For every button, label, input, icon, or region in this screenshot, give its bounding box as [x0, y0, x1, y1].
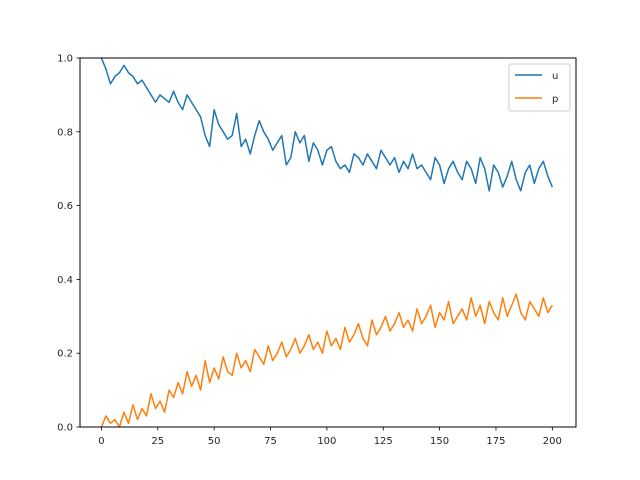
x-tick-label: 100 — [317, 436, 336, 447]
x-tick-label: 25 — [151, 436, 164, 447]
y-tick-label: 0.6 — [57, 201, 73, 212]
legend-label-u: u — [552, 71, 558, 82]
y-axis: 0.0 0.2 0.4 0.6 0.8 1.0 — [57, 54, 80, 434]
x-tick-label: 175 — [486, 436, 505, 447]
x-tick-label: 150 — [430, 436, 449, 447]
x-tick-label: 75 — [264, 436, 277, 447]
x-tick-label: 0 — [98, 436, 104, 447]
y-tick-label: 0.8 — [57, 127, 73, 138]
plot-frame — [79, 57, 577, 428]
x-tick-label: 50 — [208, 436, 221, 447]
y-tick-label: 0.0 — [57, 423, 73, 434]
legend: u p — [508, 63, 571, 112]
series-layer — [100, 57, 554, 428]
series-line-p — [100, 293, 553, 428]
legend-frame — [508, 63, 571, 112]
y-tick-label: 1.0 — [57, 54, 73, 65]
legend-label-p: p — [552, 94, 558, 105]
x-tick-label: 200 — [543, 436, 562, 447]
x-axis: 0 25 50 75 100 125 150 175 200 — [98, 427, 562, 447]
y-tick-label: 0.2 — [57, 349, 73, 360]
plot-area-background — [80, 58, 576, 427]
y-tick-label: 0.4 — [57, 275, 73, 286]
x-tick-label: 125 — [374, 436, 393, 447]
series-line-u — [100, 57, 554, 192]
